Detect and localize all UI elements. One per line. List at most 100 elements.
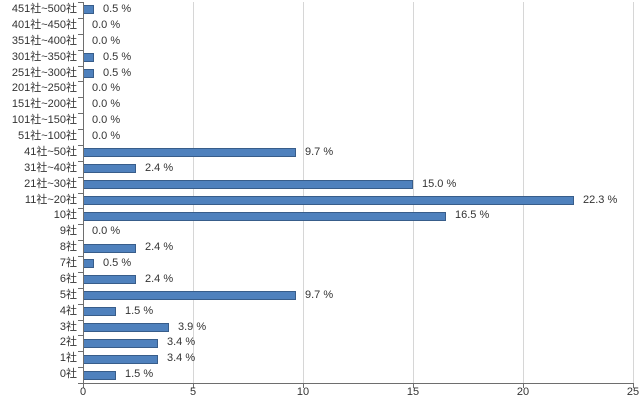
bar bbox=[84, 259, 94, 269]
category-label: 7社 bbox=[59, 257, 77, 269]
gridline bbox=[523, 2, 524, 383]
y-axis-tick bbox=[78, 304, 83, 305]
bar bbox=[84, 164, 136, 174]
value-label: 0.0 % bbox=[92, 34, 121, 47]
value-label: 0.5 % bbox=[103, 50, 132, 63]
value-label: 9.7 % bbox=[305, 145, 334, 158]
category-label: 2社 bbox=[59, 336, 77, 349]
bar bbox=[84, 148, 296, 158]
y-axis-tick bbox=[78, 208, 83, 209]
value-label: 0.5 % bbox=[103, 66, 132, 79]
bar bbox=[84, 275, 136, 285]
category-label: 4社 bbox=[59, 304, 77, 317]
gridline bbox=[633, 2, 634, 383]
x-axis-tick bbox=[303, 384, 304, 388]
value-label: 0.0 % bbox=[92, 225, 121, 238]
x-tick-label: 0 bbox=[79, 386, 87, 398]
y-axis-tick bbox=[78, 2, 83, 3]
category-label: 151社~200社 bbox=[11, 98, 77, 111]
x-tick-label: 5 bbox=[189, 386, 197, 398]
bar bbox=[84, 243, 136, 253]
gridline bbox=[303, 2, 304, 383]
category-label: 51社~100社 bbox=[17, 130, 77, 142]
category-label: 201社~250社 bbox=[11, 82, 77, 95]
x-axis-tick bbox=[413, 384, 414, 388]
value-label: 0.5 % bbox=[103, 257, 132, 269]
category-label: 101社~150社 bbox=[11, 114, 77, 127]
y-axis-line bbox=[83, 2, 84, 384]
bar bbox=[84, 307, 116, 317]
x-tick-label: 15 bbox=[406, 386, 420, 398]
value-label: 0.5 % bbox=[103, 3, 132, 15]
y-axis-tick bbox=[78, 161, 83, 162]
y-axis-tick bbox=[78, 81, 83, 82]
value-label: 3.9 % bbox=[178, 320, 207, 333]
value-label: 2.4 % bbox=[145, 161, 174, 174]
value-label: 0.0 % bbox=[92, 114, 121, 127]
bar bbox=[84, 338, 158, 348]
y-axis-tick bbox=[78, 129, 83, 130]
y-axis-tick bbox=[78, 18, 83, 19]
y-axis-tick bbox=[78, 320, 83, 321]
value-label: 0.0 % bbox=[92, 98, 121, 111]
x-tick-label: 10 bbox=[296, 386, 310, 398]
category-label: 5社 bbox=[59, 288, 77, 301]
y-axis-tick bbox=[78, 34, 83, 35]
value-label: 0.0 % bbox=[92, 130, 121, 142]
y-axis-tick bbox=[78, 240, 83, 241]
bar bbox=[84, 53, 94, 63]
category-label: 10社 bbox=[53, 209, 77, 222]
category-label: 451社~500社 bbox=[11, 3, 77, 15]
y-axis-tick bbox=[78, 66, 83, 67]
x-axis-tick bbox=[193, 384, 194, 388]
bar bbox=[84, 195, 574, 205]
bar bbox=[84, 370, 116, 380]
category-label: 1社 bbox=[59, 352, 77, 365]
category-label: 3社 bbox=[59, 320, 77, 333]
bar bbox=[84, 291, 296, 301]
category-label: 401社~450社 bbox=[11, 18, 77, 31]
x-axis-line bbox=[82, 383, 634, 384]
y-axis-tick bbox=[78, 351, 83, 352]
value-label: 0.0 % bbox=[92, 18, 121, 31]
gridline bbox=[193, 2, 194, 383]
y-axis-tick bbox=[78, 288, 83, 289]
category-label: 251社~300社 bbox=[11, 66, 77, 79]
y-axis-tick bbox=[78, 224, 83, 225]
category-label: 8社 bbox=[59, 241, 77, 254]
bar bbox=[84, 180, 413, 190]
bar bbox=[84, 5, 94, 15]
y-axis-tick bbox=[78, 145, 83, 146]
y-axis-tick bbox=[78, 383, 83, 384]
value-label: 16.5 % bbox=[455, 209, 490, 222]
bar bbox=[84, 354, 158, 364]
value-label: 3.4 % bbox=[167, 352, 196, 365]
x-tick-label: 20 bbox=[516, 386, 530, 398]
x-axis-tick bbox=[523, 384, 524, 388]
category-label: 31社~40社 bbox=[24, 161, 77, 174]
value-label: 9.7 % bbox=[305, 288, 334, 301]
bar bbox=[84, 211, 446, 221]
y-axis-tick bbox=[78, 50, 83, 51]
value-label: 0.0 % bbox=[92, 82, 121, 95]
category-label: 301社~350社 bbox=[11, 50, 77, 63]
category-label: 6社 bbox=[59, 272, 77, 285]
plot-area: 0.5 % 0.0 % 0.0 % 0.5 % 0.5 % 0.0 % 0.0 % 0.0 %… bbox=[78, 2, 634, 388]
value-label: 15.0 % bbox=[422, 177, 457, 190]
y-axis-tick bbox=[78, 193, 83, 194]
value-label: 3.4 % bbox=[167, 336, 196, 349]
x-axis-tick bbox=[633, 384, 634, 388]
bar bbox=[84, 68, 94, 78]
value-label: 22.3 % bbox=[583, 193, 618, 206]
x-axis-tick-labels: 0 5 10 15 20 25 bbox=[80, 386, 640, 402]
value-label: 2.4 % bbox=[145, 272, 174, 285]
category-label: 9社 bbox=[59, 225, 77, 238]
y-axis-tick bbox=[78, 335, 83, 336]
y-axis-tick bbox=[78, 177, 83, 178]
category-label: 351社~400社 bbox=[11, 34, 77, 47]
category-label: 0社 bbox=[59, 368, 77, 381]
y-axis-category-labels: 451社~500社 401社~450社 351社~400社 301社~350社 251社… bbox=[0, 2, 77, 383]
category-label: 11社~20社 bbox=[24, 193, 77, 206]
x-tick-label: 25 bbox=[626, 386, 640, 398]
